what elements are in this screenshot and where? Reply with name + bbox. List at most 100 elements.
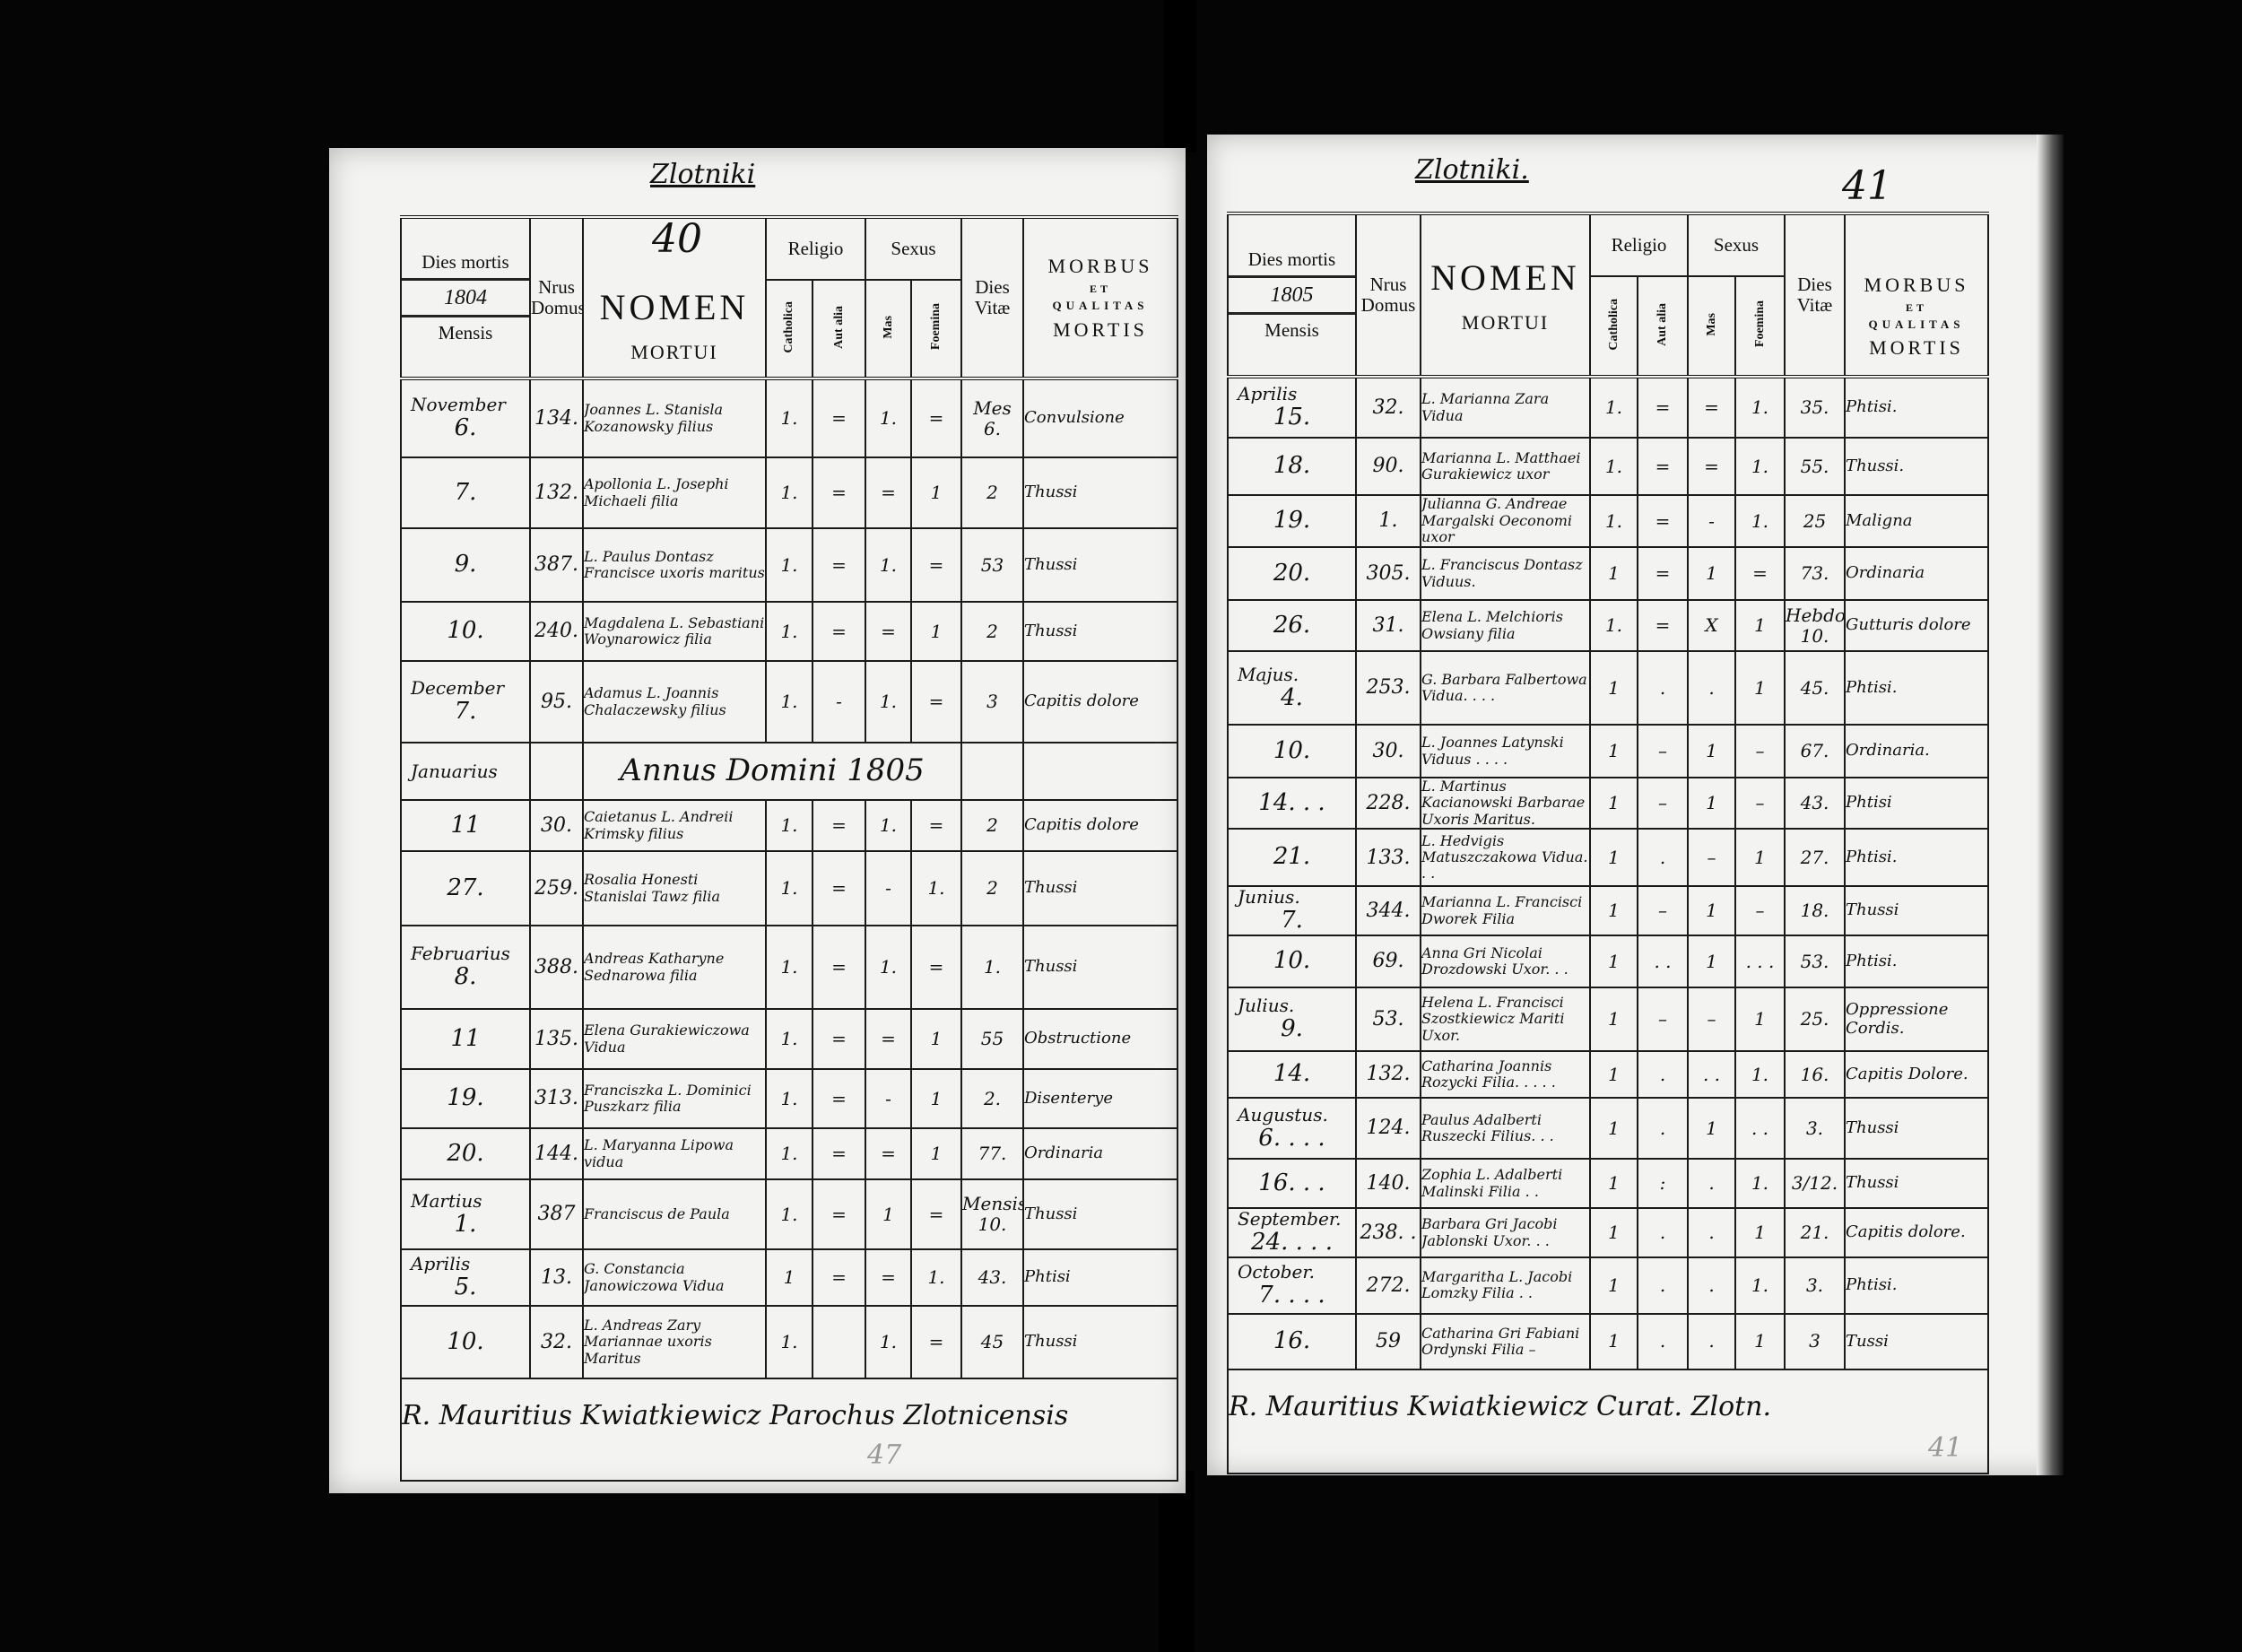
- foemina-mark: =: [910, 527, 962, 603]
- col-aut-alia: Aut alia: [812, 279, 866, 379]
- signature-row: R. Mauritius Kwiatkiewicz Parochus Zlotn…: [400, 1378, 1178, 1482]
- catholica-mark: 1: [765, 1248, 813, 1307]
- house-number: 387.: [529, 527, 584, 603]
- deceased-name: L. Marianna Zara Vidua: [1420, 376, 1591, 439]
- table-row: 27. 259. Rosalia Honesti Stanislai Tawz fi…: [400, 850, 1178, 926]
- day-label: 6. . . .: [1258, 1124, 1325, 1152]
- cause-of-death: Phtisi.: [1844, 828, 1989, 888]
- age-value: 2: [960, 850, 1024, 926]
- age-value: 55: [960, 1008, 1024, 1070]
- col-dies-vitae: Dies Vitæ: [960, 215, 1024, 379]
- col-dies-mortis: Dies mortis 1805 Mensis: [1227, 212, 1357, 378]
- col-nrus-domus: Nrus Domus: [1355, 212, 1421, 378]
- table-header: Dies mortis 1805 Mensis Nrus Domus NOMEN…: [1227, 212, 1989, 378]
- col-morbus: MORBUS ET QUALITAS MORTIS: [1844, 212, 1989, 378]
- deceased-name: G. Constancia Janowiczowa Vidua: [582, 1248, 767, 1307]
- cause-of-death: Thussi: [1844, 885, 1989, 937]
- day-label: 16.: [1273, 1327, 1311, 1354]
- cause-of-death: Ordinaria: [1022, 1127, 1178, 1180]
- mas-mark: 1.: [865, 660, 912, 743]
- house-number: 124.: [1355, 1097, 1421, 1161]
- deceased-name: Anna Gri Nicolai Drozdowski Uxor. . .: [1420, 935, 1591, 989]
- foemina-mark: 1: [910, 1008, 962, 1070]
- day-label: 16. . .: [1258, 1169, 1325, 1196]
- mas-mark: 1.: [865, 378, 912, 458]
- mas-mark: 1.: [865, 527, 912, 603]
- deceased-name: Franciszka L. Dominici Puszkarz filia: [582, 1068, 767, 1129]
- table-row: 7. 132. Apollonia L. Josephi Michaeli fili…: [400, 456, 1178, 529]
- foemina-mark: –: [1734, 724, 1786, 778]
- date-cell: 10.: [1227, 935, 1357, 989]
- catholica-mark: 1.: [765, 925, 813, 1010]
- mas-mark: 1.: [865, 925, 912, 1010]
- year-label: 1805: [1230, 274, 1354, 316]
- table-row: 11 135. Elena Gurakiewiczowa Vidua 1. = = 1 55 O…: [400, 1008, 1178, 1070]
- month-label: Junius.: [1238, 886, 1300, 909]
- date-cell: Julius. 9.: [1227, 987, 1357, 1053]
- catholica-mark: 1.: [765, 1008, 813, 1070]
- deceased-name: Caietanus L. Andreii Krimsky filius: [582, 799, 767, 852]
- aut-alia-mark: .: [1637, 1050, 1689, 1100]
- table-row: 21. 133. L. Hedvigis Matuszczakowa Vidua. …: [1227, 828, 1989, 888]
- age-value: 3: [960, 660, 1024, 743]
- table-row: 14. . . 228. L. Martinus Kacianowski Barba…: [1227, 776, 1989, 830]
- col-mas: Mas: [1687, 275, 1736, 378]
- day-label: 7. . . .: [1258, 1282, 1325, 1309]
- age-value: Mensis 10.: [960, 1178, 1024, 1250]
- house-number: 90.: [1355, 437, 1421, 496]
- archive-stamp: 41: [1928, 1432, 1963, 1464]
- aut-alia-mark: =: [812, 850, 866, 926]
- deceased-name: Julianna G. Andreae Margalski Oeconomi u…: [1420, 494, 1591, 548]
- col-mas: Mas: [865, 279, 912, 379]
- date-cell: 20.: [400, 1127, 531, 1180]
- age-value: 2: [960, 799, 1024, 852]
- mortui-label: MORTUI: [1461, 310, 1550, 334]
- death-register-table-left: Dies mortis 1804 Mensis Nrus Domus NOMEN…: [400, 215, 1178, 1482]
- mas-mark: 1: [1687, 885, 1736, 937]
- house-number: 144.: [529, 1127, 584, 1180]
- table-row: October. 7. . . . 272. Margaritha L. Jacobi…: [1227, 1256, 1989, 1315]
- col-religio: Religio: [765, 215, 866, 281]
- cause-of-death: Maligna: [1844, 494, 1989, 548]
- house-number: 30.: [529, 799, 584, 852]
- date-cell: 10.: [1227, 724, 1357, 778]
- deceased-name: Marianna L. Francisci Dworek Filia: [1420, 885, 1591, 937]
- cause-of-death: Disenterye: [1022, 1068, 1178, 1129]
- col-foemina: Foemina: [910, 279, 962, 379]
- table-row: Februarius 8. 388. Andreas Katharyne Sednar…: [400, 925, 1178, 1010]
- qualitas-label: QUALITAS: [1868, 317, 1965, 331]
- house-number: 13.: [529, 1248, 584, 1307]
- table-row: 19. 313. Franciszka L. Dominici Puszkarz f…: [400, 1068, 1178, 1129]
- catholica-mark: 1.: [765, 1305, 813, 1379]
- foemina-mark: 1.: [910, 850, 962, 926]
- priest-signature: R. Mauritius Kwiatkiewicz Parochus Zlotn…: [400, 1378, 1178, 1482]
- catholica-mark: 1.: [1589, 494, 1638, 548]
- foemina-mark: –: [1734, 885, 1786, 937]
- cause-of-death: Capitis Dolore.: [1844, 1050, 1989, 1100]
- mas-mark: =: [865, 1127, 912, 1180]
- mas-mark: =: [1687, 437, 1736, 496]
- month-label: September.: [1238, 1208, 1342, 1230]
- catholica-mark: 1.: [765, 601, 813, 662]
- mas-mark: 1.: [865, 799, 912, 852]
- mas-mark: 1: [1687, 724, 1736, 778]
- age-value: 27.: [1784, 828, 1846, 888]
- age-value: 21.: [1784, 1207, 1846, 1258]
- catholica-mark: 1: [1589, 1158, 1638, 1210]
- catholica-mark: 1.: [765, 456, 813, 529]
- day-label: 27.: [447, 874, 484, 901]
- binding-spine-top: [1164, 0, 1196, 152]
- date-cell: 11: [400, 1008, 531, 1070]
- date-cell: Junius. 7.: [1227, 885, 1357, 937]
- table-row: 10. 32. L. Andreas Zary Mariannae uxoris M…: [400, 1305, 1178, 1379]
- domus-cell: [529, 742, 584, 801]
- age-value: 55.: [1784, 437, 1846, 496]
- mas-mark: . .: [1687, 1050, 1736, 1100]
- age-value: 3.: [1784, 1256, 1846, 1315]
- page-edge: [2037, 135, 2064, 1475]
- foemina-mark: 1: [910, 456, 962, 529]
- et-label: ET: [1905, 300, 1927, 314]
- col-dies-mortis: Dies mortis 1804 Mensis: [400, 215, 531, 379]
- col-dies-vitae: Dies Vitæ: [1784, 212, 1846, 378]
- house-number: 313.: [529, 1068, 584, 1129]
